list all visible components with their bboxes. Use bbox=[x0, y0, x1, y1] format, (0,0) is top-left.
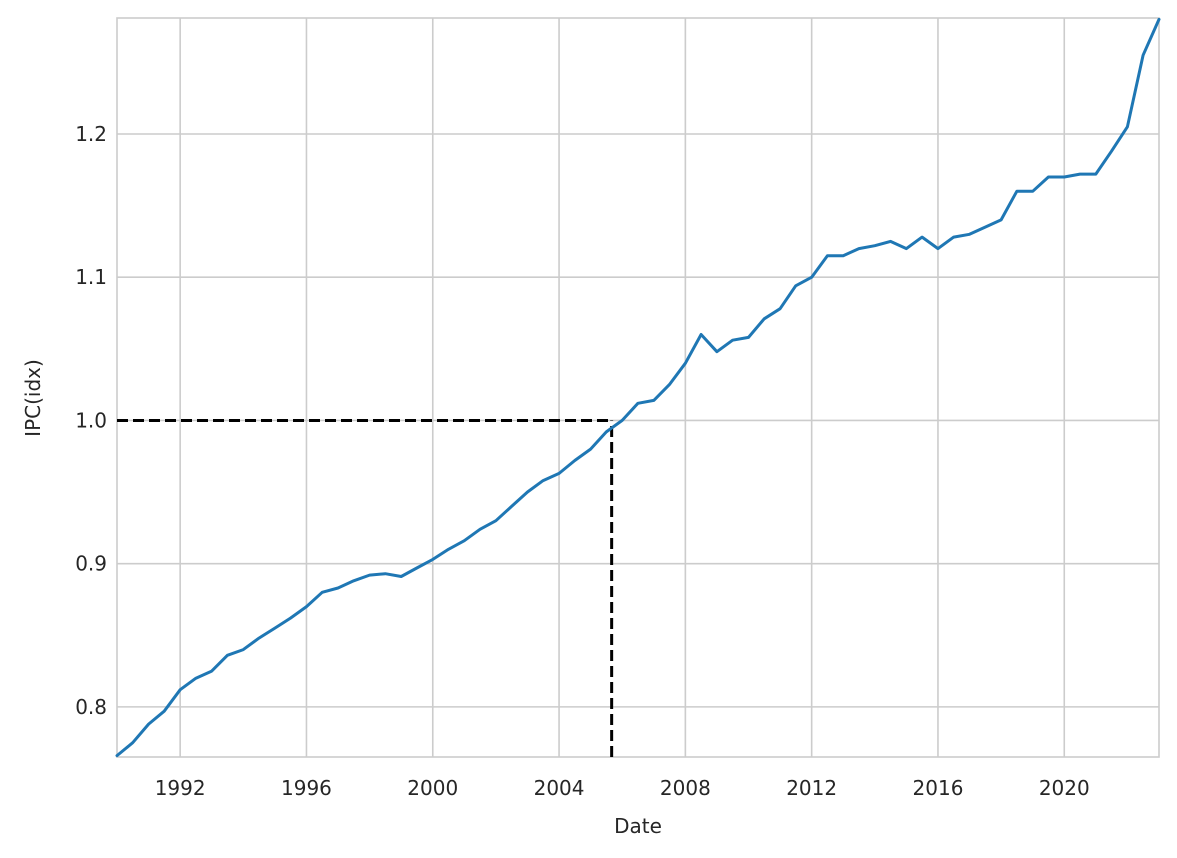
x-axis-label: Date bbox=[614, 814, 662, 838]
x-tick-label: 2004 bbox=[534, 776, 585, 800]
y-tick-label: 0.8 bbox=[75, 695, 107, 719]
plot-frame bbox=[116, 17, 1160, 758]
reference-lines bbox=[117, 418, 614, 757]
x-tick-label: 2008 bbox=[660, 776, 711, 800]
x-tick-label: 2020 bbox=[1039, 776, 1090, 800]
y-tick-label: 1.0 bbox=[75, 408, 107, 432]
x-tick-label: 2000 bbox=[407, 776, 458, 800]
y-tick-labels: 0.8 0.9 1.0 1.1 1.2 bbox=[75, 122, 107, 719]
y-grid-lines bbox=[117, 133, 1159, 708]
x-tick-label: 1996 bbox=[281, 776, 332, 800]
y-axis-label: IPC(idx) bbox=[21, 359, 45, 437]
series-group bbox=[115, 17, 1161, 758]
x-tick-label: 1992 bbox=[155, 776, 206, 800]
y-tick-label: 1.2 bbox=[75, 122, 107, 146]
x-tick-label: 2016 bbox=[913, 776, 964, 800]
series-line bbox=[115, 17, 1161, 758]
x-grid-lines bbox=[179, 18, 1066, 757]
x-tick-labels: 1992 1996 2000 2004 2008 2012 2016 2020 bbox=[155, 776, 1090, 800]
y-tick-label: 1.1 bbox=[75, 265, 107, 289]
x-tick-label: 2012 bbox=[786, 776, 837, 800]
y-tick-label: 0.9 bbox=[75, 552, 107, 576]
